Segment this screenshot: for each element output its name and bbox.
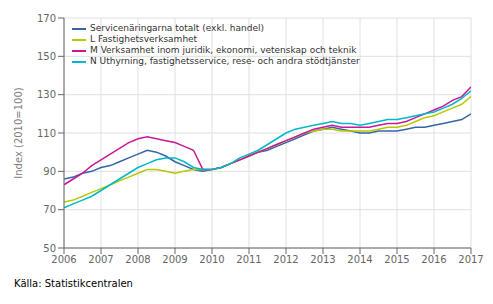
html-text:L Fastighetsverksamhet: L Fastighetsverksamhet xyxy=(90,34,198,44)
svg-text:70: 70 xyxy=(43,204,56,215)
svg-text:110: 110 xyxy=(37,128,56,139)
html-text:Källa: Statistikcentralen: Källa: Statistikcentralen xyxy=(14,278,133,289)
svg-text:2009: 2009 xyxy=(162,254,187,265)
svg-text:2016: 2016 xyxy=(421,254,446,265)
svg-text:2006: 2006 xyxy=(51,254,76,265)
html-text:M Verksamhet inom juridik, eko: M Verksamhet inom juridik, ekonomi, vete… xyxy=(90,45,357,55)
svg-text:2007: 2007 xyxy=(88,254,113,265)
svg-text:2012: 2012 xyxy=(273,254,298,265)
svg-text:90: 90 xyxy=(43,166,56,177)
html-text:Servicenäringarna totalt (exkl: Servicenäringarna totalt (exkl. handel) xyxy=(90,23,264,33)
svg-text:2015: 2015 xyxy=(384,254,409,265)
svg-text:150: 150 xyxy=(37,51,56,62)
svg-text:50: 50 xyxy=(43,243,56,254)
svg-text:2011: 2011 xyxy=(236,254,261,265)
svg-text:2014: 2014 xyxy=(347,254,372,265)
svg-text:2008: 2008 xyxy=(125,254,150,265)
svg-text:170: 170 xyxy=(37,13,56,24)
svg-text:2017: 2017 xyxy=(458,254,483,265)
svg-text:2013: 2013 xyxy=(310,254,335,265)
svg-text:Index (2010=100): Index (2010=100) xyxy=(13,87,24,179)
html-text:N Uthyrning, fastighetsservice: N Uthyrning, fastighetsservice, rese- oc… xyxy=(90,56,360,66)
svg-text:130: 130 xyxy=(37,89,56,100)
svg-text:2010: 2010 xyxy=(199,254,224,265)
